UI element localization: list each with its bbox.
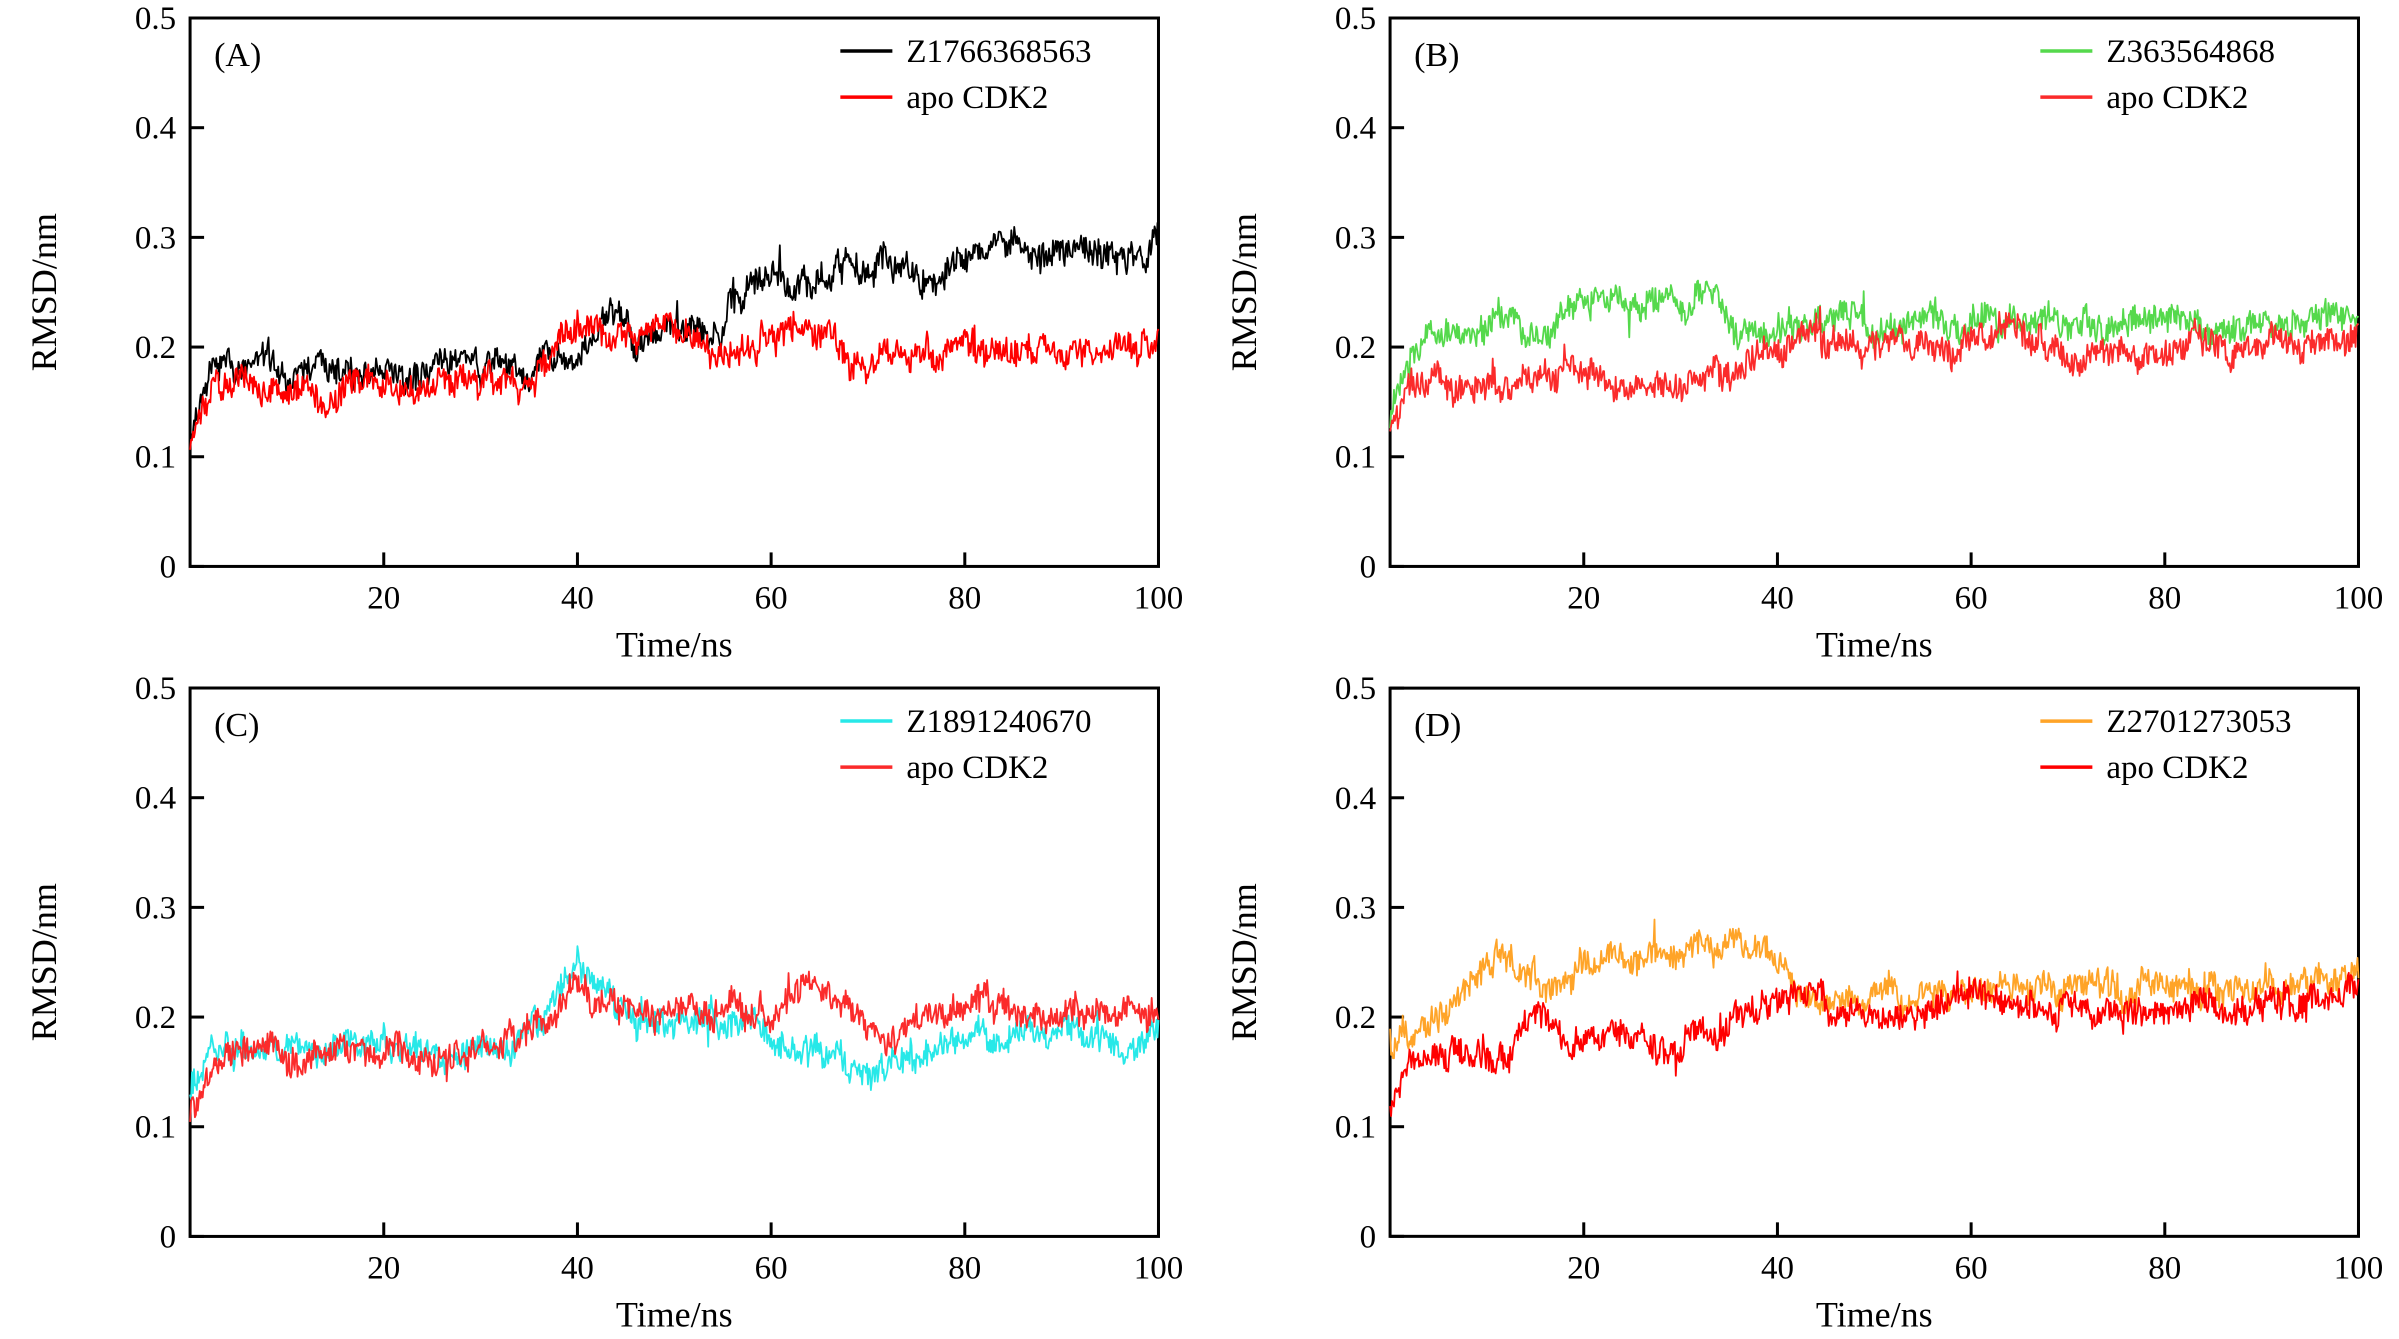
y-tick-label: 0.3 bbox=[135, 890, 176, 926]
y-tick-label: 0.5 bbox=[135, 671, 176, 707]
y-tick-label: 0 bbox=[160, 549, 176, 585]
x-axis-label: Time/ns bbox=[1815, 1294, 1932, 1334]
y-tick-label: 0.3 bbox=[135, 220, 176, 256]
y-tick-label: 0 bbox=[1359, 549, 1375, 585]
x-tick-label: 40 bbox=[1760, 1250, 1793, 1286]
x-tick-label: 40 bbox=[561, 580, 594, 616]
plot-frame bbox=[188, 686, 1160, 1238]
legend-label: apo CDK2 bbox=[906, 80, 1048, 116]
y-tick-label: 0 bbox=[160, 1219, 176, 1255]
legend-label: apo CDK2 bbox=[906, 750, 1048, 786]
series-line-ligand bbox=[189, 944, 1160, 1101]
y-tick-label: 0.2 bbox=[1334, 1000, 1375, 1036]
x-tick-label: 100 bbox=[2333, 580, 2382, 616]
y-axis-label: RMSD/nm bbox=[1224, 213, 1264, 371]
x-tick-label: 40 bbox=[1760, 580, 1793, 616]
x-tick-label: 20 bbox=[1567, 1250, 1600, 1286]
panel-letter: (D) bbox=[1414, 707, 1461, 744]
series-line-apo bbox=[189, 970, 1160, 1122]
y-axis-label: RMSD/nm bbox=[1224, 883, 1264, 1041]
panel-d: 0 0.1 0.2 0.3 0.4 0.5 20 40 60 80 100 Time/ns RMSD/n… bbox=[1199, 669, 2399, 1339]
x-tick-label: 80 bbox=[2148, 580, 2181, 616]
y-tick-label: 0 bbox=[1359, 1219, 1376, 1255]
panel-letter: (A) bbox=[214, 37, 261, 74]
chart-panel-d: 0 0.1 0.2 0.3 0.4 0.5 20 40 60 80 100 Time/ns RMSD/n… bbox=[1224, 671, 2383, 1334]
y-tick-label: 0.1 bbox=[135, 1109, 176, 1145]
legend-label: apo CDK2 bbox=[2106, 750, 2248, 786]
y-tick-label: 0.2 bbox=[135, 1000, 176, 1036]
y-tick-label: 0.4 bbox=[135, 111, 176, 147]
x-tick-label: 60 bbox=[1954, 1250, 1987, 1286]
y-tick-label: 0.4 bbox=[1334, 111, 1375, 147]
x-axis-label: Time/ns bbox=[616, 624, 733, 664]
series-line-ligand bbox=[1388, 918, 2359, 1059]
series-line-apo bbox=[189, 309, 1160, 450]
x-tick-label: 60 bbox=[755, 1250, 788, 1286]
panel-c: 0 0.1 0.2 0.3 0.4 0.5 20 40 60 80 100 Time/ns RMSD/n… bbox=[0, 669, 1200, 1339]
x-tick-label: 80 bbox=[948, 1250, 981, 1286]
panel-letter: (C) bbox=[214, 707, 259, 744]
x-axis-label: Time/ns bbox=[616, 1294, 733, 1334]
y-tick-label: 0.2 bbox=[135, 330, 176, 366]
y-tick-label: 0.1 bbox=[1334, 440, 1375, 476]
x-tick-label: 60 bbox=[1954, 580, 1987, 616]
y-tick-label: 0.1 bbox=[1334, 1109, 1375, 1145]
x-tick-label: 60 bbox=[755, 580, 788, 616]
x-tick-label: 20 bbox=[1567, 580, 1600, 616]
y-tick-label: 0.3 bbox=[1334, 890, 1375, 926]
y-tick-label: 0.5 bbox=[1334, 671, 1375, 707]
plot-frame bbox=[188, 16, 1160, 568]
x-tick-label: 40 bbox=[561, 1250, 594, 1286]
chart-panel-b: 0 0.1 0.2 0.3 0.4 0.5 20 40 60 80 100 Time/ns RMSD/n… bbox=[1224, 1, 2383, 664]
panel-letter: (B) bbox=[1414, 37, 1459, 74]
x-tick-label: 100 bbox=[1134, 1250, 1183, 1286]
plot-frame bbox=[1388, 16, 2360, 568]
series-line-apo bbox=[1388, 969, 2359, 1117]
y-tick-label: 0.4 bbox=[1334, 780, 1375, 816]
legend-label: Z1891240670 bbox=[906, 704, 1091, 740]
panel-b: 0 0.1 0.2 0.3 0.4 0.5 20 40 60 80 100 Time/ns RMSD/n… bbox=[1199, 0, 2399, 670]
y-tick-label: 0.1 bbox=[135, 440, 176, 476]
x-tick-label: 100 bbox=[1134, 580, 1183, 616]
legend-label: apo CDK2 bbox=[2106, 80, 2248, 116]
y-tick-label: 0.5 bbox=[1334, 1, 1375, 37]
chart-panel-c: 0 0.1 0.2 0.3 0.4 0.5 20 40 60 80 100 Time/ns RMSD/n… bbox=[24, 671, 1183, 1334]
y-axis-label: RMSD/nm bbox=[24, 883, 64, 1041]
legend-label: Z363564868 bbox=[2106, 34, 2275, 70]
y-tick-label: 0.5 bbox=[135, 1, 176, 37]
x-tick-label: 100 bbox=[2333, 1250, 2383, 1286]
legend-label: Z1766368563 bbox=[906, 34, 1091, 70]
y-tick-label: 0.2 bbox=[1334, 330, 1375, 366]
series-line-apo bbox=[1388, 305, 2359, 432]
x-tick-label: 80 bbox=[948, 580, 981, 616]
y-tick-label: 0.3 bbox=[1334, 220, 1375, 256]
y-axis-label: RMSD/nm bbox=[24, 213, 64, 371]
series-line-ligand bbox=[189, 221, 1160, 451]
x-tick-label: 20 bbox=[367, 580, 400, 616]
x-tick-label: 20 bbox=[367, 1250, 400, 1286]
panel-a: 0 0.1 0.2 0.3 0.4 0.5 20 40 60 80 100 Time/ns RMSD/n… bbox=[0, 0, 1200, 670]
chart-panel-a: 0 0.1 0.2 0.3 0.4 0.5 20 40 60 80 100 Time/ns RMSD/n… bbox=[24, 1, 1183, 664]
legend-label: Z2701273053 bbox=[2106, 704, 2291, 740]
x-axis-label: Time/ns bbox=[1815, 624, 1932, 664]
y-tick-label: 0.4 bbox=[135, 780, 176, 816]
x-tick-label: 80 bbox=[2148, 1250, 2181, 1286]
